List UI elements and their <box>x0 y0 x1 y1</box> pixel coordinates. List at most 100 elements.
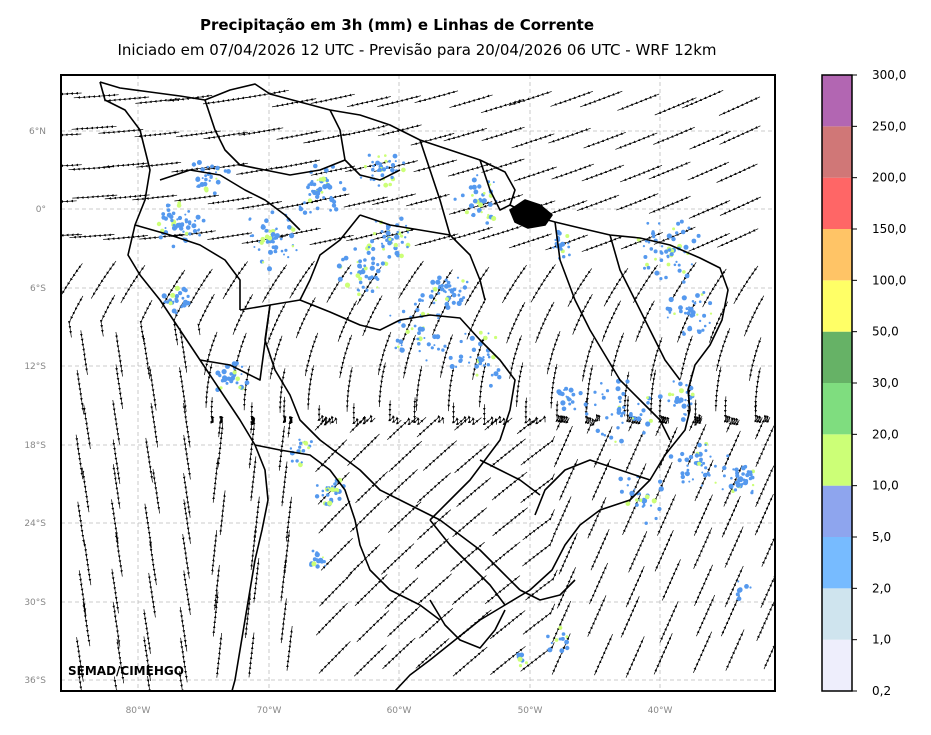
streamline <box>552 496 572 538</box>
rain-cell <box>668 296 674 303</box>
rain-cell <box>437 291 441 295</box>
rain-cell <box>315 564 320 569</box>
streamline <box>447 163 492 177</box>
colorbar-swatch <box>822 177 852 229</box>
rain-cell <box>367 246 371 249</box>
streamline <box>219 490 226 536</box>
rain-cell <box>257 248 261 251</box>
rain-cell <box>552 246 555 249</box>
rain-cell <box>722 465 727 471</box>
rain-cell <box>567 245 571 249</box>
rain-cell <box>384 159 388 163</box>
rain-cell <box>298 438 301 441</box>
rain-cell <box>550 641 553 645</box>
rain-cell <box>681 480 685 484</box>
rain-cell <box>444 290 447 294</box>
rain-cell <box>399 347 403 350</box>
rain-cell <box>307 183 311 187</box>
rain-cell <box>420 293 425 298</box>
rain-cell <box>418 298 422 302</box>
rain-cell <box>326 488 329 492</box>
lat-label: 36°S <box>24 676 46 686</box>
rain-cell <box>290 459 294 463</box>
streamline <box>449 94 493 108</box>
rain-cell <box>681 295 687 301</box>
rain-cell <box>486 353 490 356</box>
rain-cell <box>389 314 392 317</box>
rain-cell <box>621 391 626 396</box>
rain-cell <box>443 344 447 348</box>
rain-cell <box>448 288 451 291</box>
streamline <box>556 414 570 431</box>
rain-cell <box>291 245 295 248</box>
rain-cell <box>709 312 713 315</box>
streamline <box>289 260 315 299</box>
rain-cell <box>371 246 376 252</box>
streamline <box>763 631 775 670</box>
rain-cell <box>671 236 676 242</box>
rain-cell <box>440 284 444 288</box>
longitude-labels: 80°W 70°W 60°W 50°W 40°W <box>126 706 673 716</box>
rain-cell <box>464 332 467 335</box>
rain-cell <box>744 584 749 589</box>
map-area[interactable] <box>61 75 775 691</box>
rain-cell <box>682 280 686 284</box>
rain-cell <box>444 278 448 282</box>
rain-cell <box>626 484 629 487</box>
streamline <box>623 371 630 417</box>
rain-cell <box>264 218 269 223</box>
streamline <box>653 633 673 675</box>
rain-cell <box>601 395 606 400</box>
rain-cell <box>226 169 231 174</box>
rain-cell <box>201 218 206 223</box>
streamline <box>356 610 390 643</box>
rain-cell <box>349 271 353 275</box>
rain-cell <box>675 231 679 235</box>
streamline <box>339 334 353 379</box>
rain-cell <box>648 418 653 423</box>
rain-cell <box>377 155 381 158</box>
rain-cell <box>694 453 700 458</box>
rain-cell <box>206 165 210 169</box>
rain-cell <box>316 179 319 182</box>
rain-cell <box>458 354 464 359</box>
rain-cell <box>697 461 702 466</box>
rain-cell <box>649 247 654 251</box>
colorbar-swatch <box>822 485 852 537</box>
streamline <box>306 365 315 410</box>
rain-cell <box>401 323 406 328</box>
rain-cell <box>415 307 420 313</box>
rain-cell <box>517 656 523 662</box>
rain-cell <box>341 257 345 262</box>
rain-cell <box>702 472 708 478</box>
rain-cell <box>609 435 614 440</box>
rain-cell <box>376 263 380 267</box>
rain-cell <box>299 441 303 445</box>
streamline <box>275 159 321 169</box>
rain-cell <box>490 373 494 377</box>
streamline <box>454 443 490 474</box>
streamline <box>167 94 213 102</box>
streamline <box>689 415 703 431</box>
rain-cell <box>221 369 227 375</box>
rain-cell <box>298 205 302 208</box>
streamline <box>276 130 321 140</box>
rain-cell <box>567 242 570 245</box>
streamline <box>659 601 679 643</box>
rain-cell <box>444 283 449 289</box>
rain-cell <box>671 393 675 396</box>
rain-cell <box>196 160 202 165</box>
rain-cell <box>432 301 436 305</box>
rain-cell <box>728 483 734 489</box>
streamline <box>202 96 248 105</box>
rain-cell <box>226 376 231 381</box>
rain-cell <box>733 488 738 492</box>
streamline <box>315 602 348 636</box>
streamline <box>150 402 159 448</box>
streamline <box>413 159 458 173</box>
rain-cell <box>370 239 375 244</box>
rain-cell <box>318 557 324 564</box>
rain-cell <box>182 230 185 233</box>
rain-cell <box>714 481 717 484</box>
streamline <box>491 471 528 501</box>
